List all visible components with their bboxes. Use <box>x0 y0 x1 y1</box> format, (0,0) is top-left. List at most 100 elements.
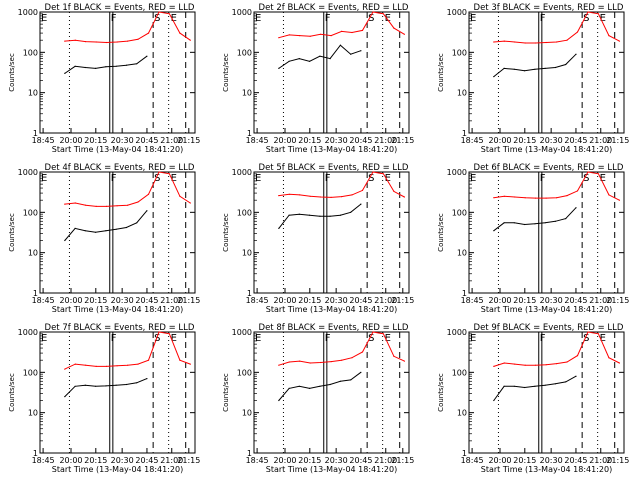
marker-label-f: F <box>540 333 546 344</box>
lld-point <box>556 197 558 199</box>
events-point <box>136 382 138 384</box>
y-tick-label: 100 <box>237 208 252 217</box>
panel-title: Det 4f BLACK = Events, RED = LLD <box>45 163 195 173</box>
y-tick-label: 1 <box>33 289 38 298</box>
x-axis-label: Start Time (13-May-04 18:41:20) <box>52 465 183 474</box>
lld-point <box>382 13 384 15</box>
events-point <box>503 67 505 69</box>
events-point <box>298 385 300 387</box>
events-point <box>125 226 127 229</box>
lld-point <box>587 171 589 173</box>
events-series-line <box>64 378 148 397</box>
events-point <box>288 214 290 216</box>
events-point <box>64 396 66 398</box>
y-tick-label: 1000 <box>447 168 467 177</box>
events-point <box>319 385 321 387</box>
marker-label-e2: E <box>171 173 177 184</box>
events-point <box>288 60 290 62</box>
x-tick-label: 20:45 <box>135 296 158 305</box>
lld-point <box>341 30 343 32</box>
y-axis-label: Counts/sec <box>437 373 445 412</box>
marker-label-s: S <box>583 173 589 184</box>
y-tick-label: 1000 <box>232 8 252 17</box>
events-point <box>575 375 577 377</box>
y-tick-label: 10 <box>28 89 38 98</box>
lld-point <box>576 31 579 33</box>
y-tick-label: 1 <box>462 449 467 458</box>
marker-label-e2: E <box>385 173 391 184</box>
x-tick-label: 18:45 <box>32 136 55 145</box>
events-point <box>105 230 107 232</box>
lld-point <box>503 195 505 197</box>
lld-point <box>576 355 579 357</box>
plot-frame <box>253 331 410 454</box>
y-tick-label: 1000 <box>232 168 252 177</box>
y-tick-label: 100 <box>452 48 467 57</box>
lld-point <box>288 34 290 36</box>
marker-label-e: E <box>41 173 47 184</box>
marker-label-e: E <box>470 333 476 344</box>
events-series-line <box>278 44 362 69</box>
y-tick-label: 10 <box>457 409 467 418</box>
lld-point <box>179 195 181 197</box>
detector-panel-9: Det 9f BLACK = Events, RED = LLD 1 10 100 10… <box>437 323 629 474</box>
lld-point <box>116 205 118 207</box>
lld-point <box>608 194 610 196</box>
lld-point <box>330 35 332 37</box>
events-point <box>493 230 495 232</box>
lld-series-line <box>64 11 191 44</box>
y-axis-label: Counts/sec <box>437 213 445 252</box>
lld-point <box>179 359 181 361</box>
events-point <box>146 55 148 57</box>
y-axis-label: Counts/sec <box>8 53 16 92</box>
x-tick-label: 20:15 <box>298 296 321 305</box>
x-tick-label: 20:00 <box>273 296 296 305</box>
events-point <box>534 68 536 70</box>
lld-point <box>85 41 87 43</box>
plot-frame <box>468 11 625 134</box>
y-tick-label: 1000 <box>447 328 467 337</box>
lld-point <box>361 29 364 31</box>
x-tick-label: 20:15 <box>84 136 107 145</box>
x-axis-label: Start Time (13-May-04 18:41:20) <box>481 145 612 154</box>
lld-point <box>597 173 600 175</box>
lld-point <box>403 33 405 35</box>
lld-point <box>576 190 579 192</box>
lld-point <box>158 331 160 333</box>
plot-frame <box>39 331 196 454</box>
marker-label-e2: E <box>600 333 606 344</box>
lld-point <box>147 193 150 195</box>
y-tick-label: 1 <box>462 289 467 298</box>
lld-point <box>179 32 181 34</box>
events-point <box>146 210 148 212</box>
y-tick-label: 10 <box>28 249 38 258</box>
x-tick-label: 20:15 <box>298 456 321 465</box>
y-tick-label: 100 <box>23 368 38 377</box>
events-point <box>565 63 567 66</box>
x-axis-label: Start Time (13-May-04 18:41:20) <box>481 305 612 314</box>
events-point <box>565 381 567 383</box>
plot-frame <box>253 11 410 134</box>
events-series-line <box>493 53 577 77</box>
x-tick-label: 20:30 <box>325 296 348 305</box>
lld-point <box>158 171 160 173</box>
marker-label-e: E <box>255 333 261 344</box>
events-point <box>136 222 138 224</box>
lld-point <box>545 364 547 366</box>
lld-point <box>85 364 87 366</box>
lld-point <box>127 364 129 366</box>
events-point <box>319 55 321 57</box>
events-point <box>309 60 311 62</box>
events-point <box>329 215 331 217</box>
x-tick-label: 18:45 <box>32 456 55 465</box>
y-tick-label: 1000 <box>232 328 252 337</box>
plot-frame <box>468 171 625 294</box>
panel-title: Det 2f BLACK = Events, RED = LLD <box>259 3 409 13</box>
x-axis-label: Start Time (13-May-04 18:41:20) <box>481 465 612 474</box>
x-tick-label: 20:00 <box>59 456 82 465</box>
detector-panel-5: Det 5f BLACK = Events, RED = LLD 1 10 100 10… <box>222 163 414 314</box>
lld-series-line <box>64 171 191 207</box>
y-tick-label: 10 <box>242 409 252 418</box>
lld-point <box>106 365 108 367</box>
